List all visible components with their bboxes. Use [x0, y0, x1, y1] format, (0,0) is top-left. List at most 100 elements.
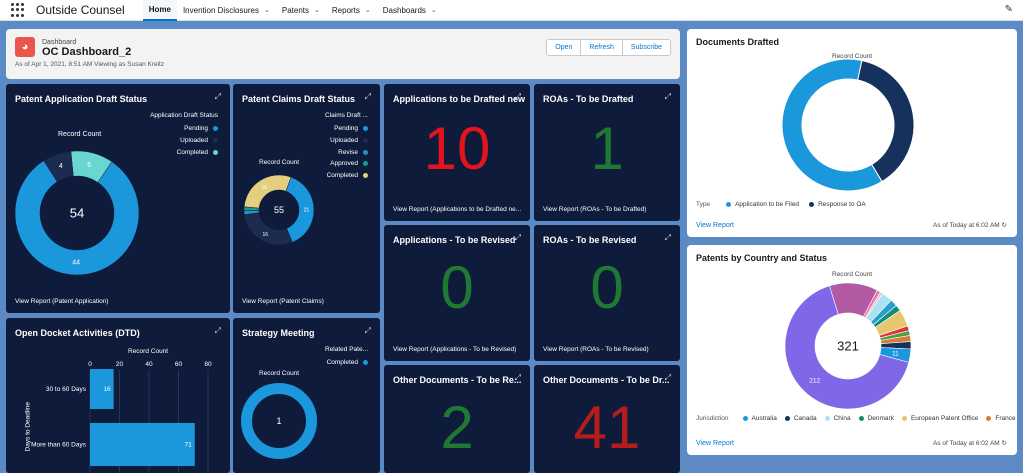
legend-item-label: Completed — [326, 359, 358, 366]
donut-slice[interactable] — [784, 285, 910, 410]
patent-claims-draft-status-tile: Patent Claims Draft Status ⤢ Claims Draf… — [233, 84, 380, 313]
expand-icon[interactable]: ⤢ — [514, 92, 521, 101]
bar-value-label: 71 — [184, 442, 192, 449]
card-title: Patents by Country and Status — [696, 253, 828, 263]
record-count-label: Record Count — [259, 159, 300, 166]
donut-slice[interactable] — [14, 160, 140, 276]
expand-icon[interactable]: ⤢ — [664, 233, 671, 242]
legend-item[interactable]: Uploaded — [180, 137, 218, 144]
tab-home[interactable]: Home — [142, 0, 177, 21]
documents-drafted-card: Documents Drafted Record Count Type Appl… — [687, 29, 1017, 237]
legend-item[interactable]: Completed — [177, 149, 218, 156]
bar[interactable] — [90, 423, 195, 466]
refresh-icon[interactable]: ↻ — [1001, 222, 1007, 229]
legend-item: France — [995, 415, 1016, 422]
legend-swatch — [809, 202, 815, 207]
donut-center-total: 54 — [70, 205, 84, 220]
view-report-link[interactable]: View Report — [696, 440, 735, 447]
roas-to-be-revised-tile: ROAs - To be Revised ⤢ 0 View Report (RO… — [534, 225, 680, 361]
x-tick-label: 80 — [204, 361, 212, 368]
y-category-label: More than 60 Days — [31, 442, 87, 449]
strategy-donut-chart: 1 — [241, 383, 317, 459]
tile-title: Patent Claims Draft Status — [242, 94, 356, 104]
legend-swatch — [213, 126, 218, 131]
docket-bar-chart: 0 20 40 60 80 30 to 60 Days 16 More than 60 Day… — [31, 361, 212, 473]
slice-data-label: 11 — [892, 350, 899, 357]
legend-item: Australia — [751, 415, 777, 422]
legend-item[interactable]: Pending — [184, 125, 218, 132]
legend-item-label: Uploaded — [330, 136, 358, 144]
chevron-down-icon[interactable]: ⌄ — [430, 7, 437, 14]
pcds-donut-chart: 21 16 16 55 — [243, 174, 315, 246]
expand-icon[interactable]: ⤢ — [364, 326, 371, 335]
subscribe-button[interactable]: Subscribe — [621, 40, 670, 55]
tab-patents[interactable]: Patents ⌄ — [281, 5, 320, 15]
view-report-link[interactable]: View Report (ROAs - To be Drafted) — [543, 206, 647, 213]
chevron-down-icon[interactable]: ⌄ — [264, 7, 270, 14]
bar[interactable] — [90, 369, 114, 409]
expand-icon[interactable]: ⤢ — [514, 373, 521, 382]
slice-data-label: 6 — [87, 162, 91, 169]
record-count-label: Record Count — [832, 271, 873, 278]
documents-drafted-donut-chart — [781, 58, 915, 192]
tile-title: Applications to be Drafted new — [393, 94, 526, 104]
view-report-link[interactable]: View Report (Patent Application) — [15, 298, 109, 305]
pencil-icon[interactable]: ✎ — [1004, 4, 1013, 15]
applications-to-be-revised-tile: Applications - To be Revised ⤢ 0 View Re… — [384, 225, 530, 361]
view-report-link[interactable]: View Report (Applications to be Drafted … — [393, 206, 522, 213]
open-docket-activities-tile: Open Docket Activities (DTD) ⤢ Record Co… — [6, 318, 230, 473]
x-axis-label: Record Count — [128, 348, 169, 355]
tile-title: ROAs - To be Drafted — [543, 94, 634, 104]
expand-icon[interactable]: ⤢ — [364, 92, 371, 101]
legend-item[interactable]: Uploaded — [330, 137, 368, 144]
refresh-button[interactable]: Refresh — [580, 40, 622, 55]
donut-slice[interactable] — [244, 212, 293, 246]
refresh-icon[interactable]: ↻ — [1001, 440, 1007, 447]
metric-value: 0 — [590, 254, 624, 321]
expand-icon[interactable]: ⤢ — [214, 326, 221, 335]
metric-value: 2 — [440, 394, 474, 461]
tile-title: Patent Application Draft Status — [15, 94, 148, 104]
chevron-down-icon[interactable]: ⌄ — [314, 7, 320, 14]
legend-item[interactable]: Approved — [330, 160, 368, 167]
slice-data-label: 16 — [262, 185, 268, 191]
legend-item: China — [833, 415, 851, 422]
other-documents-to-be-drafted-tile: Other Documents - To be Dr... ⤢ 41 — [534, 365, 680, 473]
roas-to-be-drafted-tile: ROAs - To be Drafted ⤢ 1 View Report (RO… — [534, 84, 680, 221]
expand-icon[interactable]: ⤢ — [514, 233, 521, 242]
header-button-group: Open Refresh Subscribe — [546, 39, 671, 56]
view-report-link[interactable]: View Report (ROAs - To be Revised) — [543, 346, 649, 353]
donut-center-total: 321 — [837, 338, 859, 353]
metric-value: 1 — [590, 115, 624, 182]
donut-slice[interactable] — [285, 176, 315, 243]
tab-invention-disclosures[interactable]: Invention Disclosures ⌄ — [182, 5, 270, 15]
record-count-label: Record Count — [259, 370, 300, 377]
donut-slice[interactable] — [43, 151, 74, 183]
donut-slice[interactable] — [241, 383, 317, 459]
legend-item[interactable]: Pending — [334, 125, 368, 132]
expand-icon[interactable]: ⤢ — [664, 373, 671, 382]
legend-item: Application to be Filed — [735, 201, 800, 208]
tab-reports[interactable]: Reports ⌄ — [331, 5, 371, 15]
legend-item[interactable]: Revise — [338, 149, 368, 156]
patents-by-country-donut-chart: 11 212 321 — [784, 282, 912, 410]
metric-value: 0 — [440, 254, 474, 321]
open-button[interactable]: Open — [555, 44, 573, 51]
donut-slice[interactable] — [243, 174, 292, 209]
expand-icon[interactable]: ⤢ — [214, 92, 221, 101]
view-report-link[interactable]: View Report (Patent Claims) — [242, 298, 324, 305]
tab-dashboards[interactable]: Dashboards ⌄ — [382, 5, 437, 15]
app-launcher-grid-icon[interactable] — [11, 3, 25, 17]
chevron-down-icon[interactable]: ⌄ — [364, 7, 371, 14]
legend-item-label: Pending — [334, 125, 358, 132]
donut-slice[interactable] — [781, 58, 883, 192]
legend-item[interactable]: Completed — [327, 359, 368, 366]
applications-to-be-drafted-tile: Applications to be Drafted new ⤢ 10 View… — [384, 84, 530, 221]
x-tick-label: 0 — [88, 361, 92, 368]
expand-icon[interactable]: ⤢ — [664, 92, 671, 101]
donut-slice[interactable] — [857, 59, 915, 183]
view-report-link[interactable]: View Report — [696, 222, 735, 229]
view-report-link[interactable]: View Report (Applications - To be Revise… — [393, 346, 517, 353]
x-tick-label: 60 — [175, 361, 183, 368]
legend-item[interactable]: Completed — [327, 172, 368, 179]
